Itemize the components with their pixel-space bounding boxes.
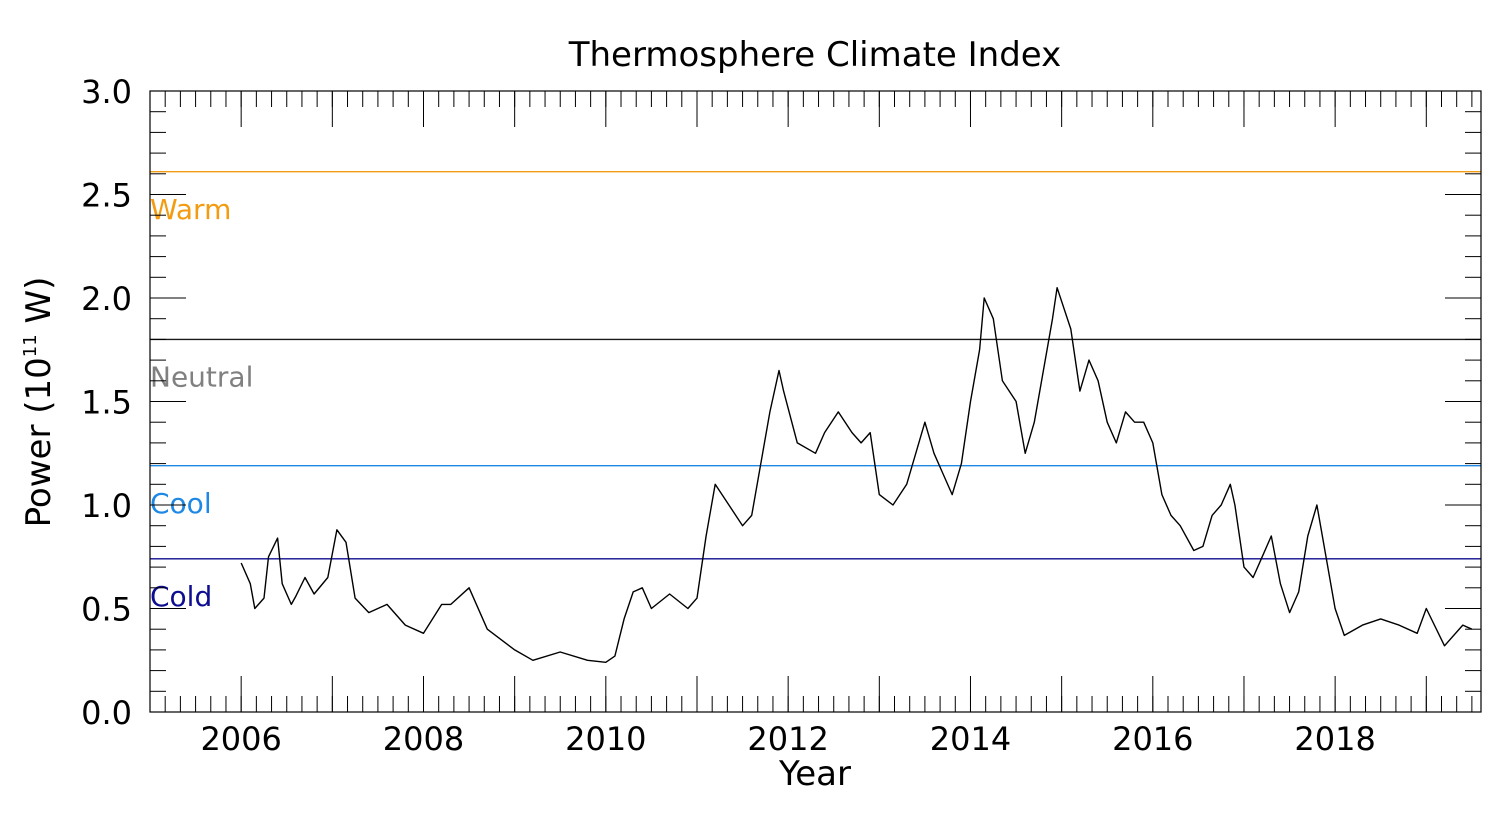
x-tick-label: 2006 xyxy=(200,720,281,758)
threshold-label-cold: Cold xyxy=(150,580,212,613)
x-tick-label: 2008 xyxy=(383,720,464,758)
y-tick-label: 1.5 xyxy=(81,384,132,422)
y-tick-label: 0.5 xyxy=(81,591,132,629)
x-tick-label: 2016 xyxy=(1112,720,1193,758)
threshold-label-warm: Warm xyxy=(150,193,231,226)
y-tick-label: 2.0 xyxy=(81,280,132,318)
y-tick-label: 1.0 xyxy=(81,487,132,525)
y-axis-label-superscript: 11 xyxy=(20,334,41,357)
y-tick-label: 2.5 xyxy=(81,177,132,215)
threshold-label-neutral: Neutral xyxy=(150,361,253,394)
y-axis-label: Power (1011 W) xyxy=(19,277,59,528)
x-tick-label: 2018 xyxy=(1294,720,1375,758)
y-tick-label: 0.0 xyxy=(81,694,132,732)
x-tick-label: 2012 xyxy=(747,720,828,758)
tci-series-line xyxy=(240,287,1473,663)
x-axis-label: Year xyxy=(778,754,851,794)
y-axis-label-suffix: W) xyxy=(19,277,59,335)
threshold-label-cool: Cool xyxy=(150,487,212,520)
y-tick-label: 3.0 xyxy=(81,73,132,111)
x-tick-label: 2014 xyxy=(930,720,1011,758)
x-tick-label: 2010 xyxy=(565,720,646,758)
plot-frame xyxy=(149,90,1482,713)
y-axis-label-prefix: Power (10 xyxy=(19,357,59,527)
plot-area: Warm Neutral Cool Cold 2006 2008 2010 2012 2014 2… xyxy=(81,73,1482,758)
chart-title: Thermosphere Climate Index xyxy=(568,35,1062,75)
